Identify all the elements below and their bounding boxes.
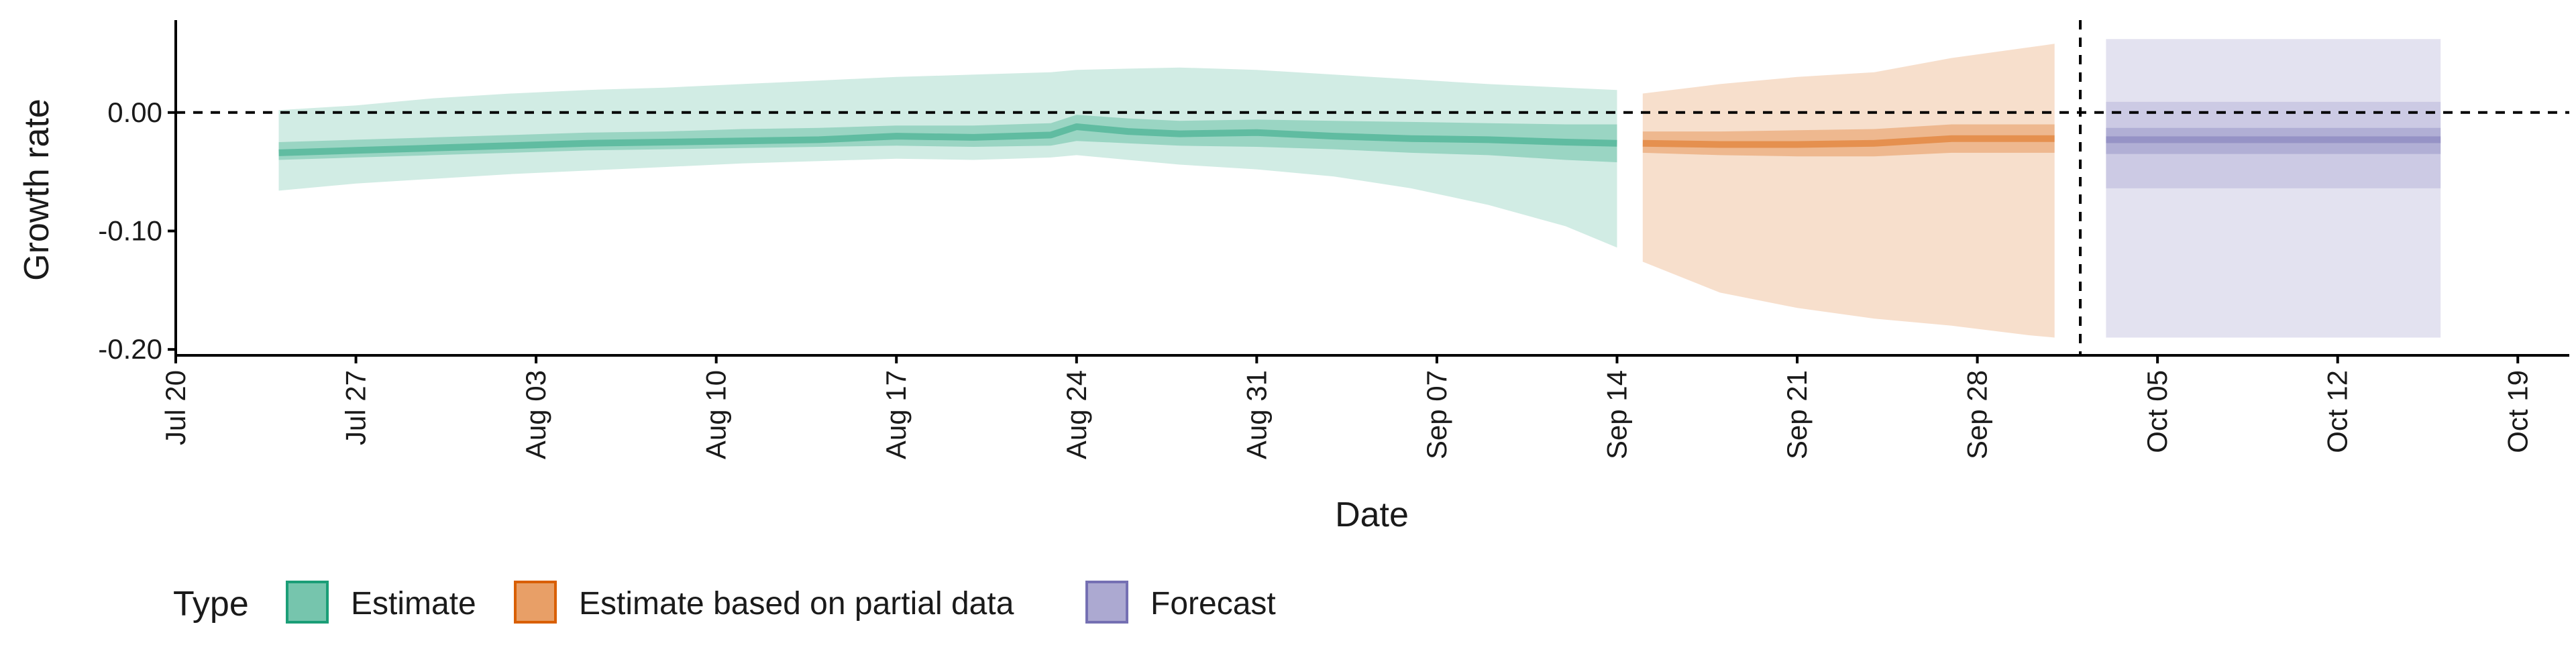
axes-layer: 0.00 -0.10 -0.20 Jul 20 Jul 27 Aug 03 Aug 10 Au… — [98, 20, 2569, 459]
x-tick-label: Oct 12 — [2322, 370, 2353, 453]
series-2-band-50 — [1642, 124, 2055, 157]
series-3-band-50 — [2106, 127, 2441, 154]
reference-lines-layer — [176, 20, 2569, 355]
legend: Type Estimate Estimate based on partial da… — [173, 581, 1276, 624]
legend-key-2 — [514, 581, 557, 624]
x-tick-label: Oct 05 — [2141, 370, 2173, 453]
x-tick-label: Aug 24 — [1061, 370, 1092, 459]
series-1-band-50 — [278, 115, 1617, 162]
x-tick-label: Aug 31 — [1240, 370, 1272, 459]
x-tick-label: Aug 10 — [700, 370, 732, 459]
y-tick-label: -0.10 — [98, 215, 162, 246]
x-tick-label: Sep 07 — [1421, 370, 1452, 459]
series-3-band-mid — [2106, 101, 2441, 188]
series-2-median-line — [1642, 135, 2055, 148]
legend-label-2: Estimate based on partial data — [579, 586, 1014, 622]
legend-key-3 — [1085, 581, 1128, 624]
y-tick-label: 0.00 — [107, 97, 162, 128]
x-tick-label: Jul 20 — [160, 370, 191, 445]
x-axis-title: Date — [1335, 495, 1409, 534]
x-tick-label: Sep 14 — [1601, 370, 1633, 459]
series-1-median-line — [278, 123, 1617, 156]
x-tick-label: Aug 03 — [520, 370, 551, 459]
bands-layer — [278, 39, 2441, 338]
x-tick-label: Sep 28 — [1962, 370, 1993, 459]
legend-title: Type — [173, 585, 249, 624]
series-1-band-90 — [278, 67, 1617, 248]
series-2-band-90 — [1642, 44, 2055, 338]
median-lines-layer — [278, 123, 2441, 156]
legend-key-1 — [286, 581, 329, 624]
x-tick-label: Jul 27 — [340, 370, 372, 445]
legend-label-1: Estimate — [351, 586, 476, 622]
x-tick-label: Oct 19 — [2502, 370, 2533, 453]
legend-label-3: Forecast — [1150, 586, 1276, 622]
x-tick-label: Sep 21 — [1781, 370, 1813, 459]
y-tick-label: -0.20 — [98, 333, 162, 365]
y-axis-title: Growth rate — [17, 99, 56, 281]
x-tick-label: Aug 17 — [880, 370, 912, 459]
